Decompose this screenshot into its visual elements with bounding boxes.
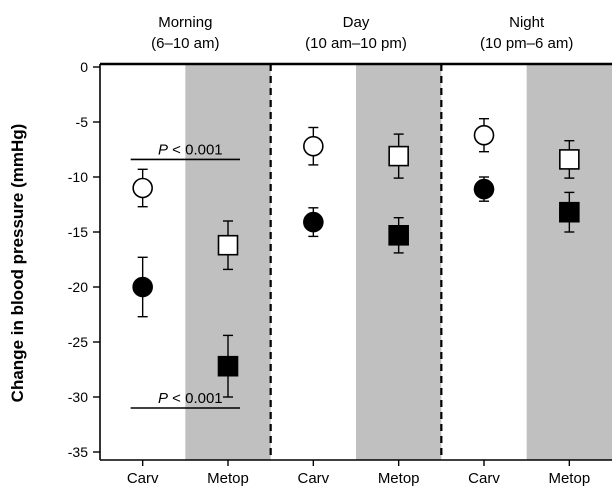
x-tick-label: Metop	[548, 470, 590, 487]
data-point-square	[559, 201, 580, 223]
x-tick-label: Metop	[378, 470, 420, 487]
y-tick-label: -5	[76, 114, 89, 130]
y-tick-label: 0	[80, 59, 88, 75]
y-tick-label: -35	[68, 444, 88, 460]
data-point-square	[388, 145, 409, 167]
data-point-square	[217, 234, 239, 256]
shaded-band	[356, 64, 442, 460]
period-dividers	[269, 64, 443, 460]
data-point-circle	[132, 276, 153, 298]
y-tick-label: -20	[68, 279, 88, 295]
data-point-circle	[132, 177, 153, 199]
y-axis-label: Change in blood pressure (mmHg)	[8, 124, 27, 403]
axes	[99, 62, 612, 461]
y-tick-label: -15	[68, 224, 88, 240]
data-point-circle	[303, 211, 324, 233]
significance-label: P < 0.001	[158, 141, 223, 158]
period-range: (10 pm–6 am)	[480, 35, 573, 52]
y-tick-label: -25	[68, 334, 88, 350]
data-point-circle	[473, 178, 495, 200]
x-tick-label: Metop	[207, 470, 249, 487]
shaded-bands	[185, 64, 612, 460]
x-tick-label: Carv	[468, 470, 500, 487]
shaded-band	[526, 64, 612, 460]
y-tick-label: -10	[68, 169, 88, 185]
data-point-square	[388, 225, 409, 246]
data-points	[132, 117, 580, 398]
x-ticks: Carv Metop Carv Metop Carv Metop	[127, 460, 590, 487]
period-headers: Morning (6–10 am) Day (10 am–10 pm) Night (10…	[151, 14, 573, 52]
significance-label: P < 0.001	[158, 390, 223, 407]
data-point-circle	[473, 124, 495, 146]
period-name: Morning	[158, 14, 212, 31]
x-tick-label: Carv	[297, 470, 329, 487]
period-range: (10 am–10 pm)	[305, 35, 407, 52]
period-range: (6–10 am)	[151, 35, 219, 52]
y-ticks: 0 -5 -10 -15 -20 -25 -30 -35	[68, 59, 100, 460]
period-name: Day	[343, 14, 370, 31]
significance-annotations: P < 0.001 P < 0.001	[130, 141, 240, 409]
data-point-square	[559, 149, 580, 170]
y-tick-label: -30	[68, 389, 88, 405]
period-name: Night	[509, 14, 545, 31]
x-tick-label: Carv	[127, 470, 159, 487]
data-point-square	[217, 355, 239, 377]
data-point-circle	[303, 135, 324, 157]
